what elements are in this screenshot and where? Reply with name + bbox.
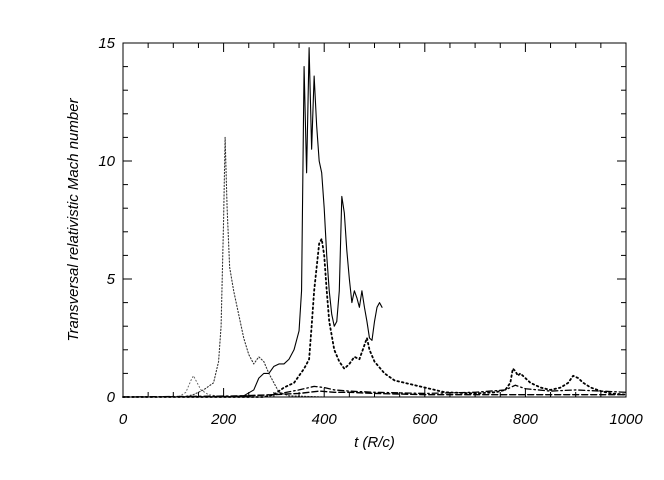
- y-axis-title: Transversal relativistic Mach number: [65, 97, 82, 341]
- x-tick-label: 0: [119, 411, 128, 428]
- x-axis-ticks: 0 200 400 600 800 1000: [119, 43, 643, 428]
- series-line-6: [122, 384, 627, 398]
- x-tick-label: 400: [312, 411, 338, 428]
- series-layer: [122, 47, 627, 398]
- series-line-5: [122, 390, 627, 398]
- series-line-2: [122, 136, 627, 398]
- x-tick-label: 200: [210, 411, 237, 428]
- x-axis-title: t (R/c): [354, 434, 395, 451]
- series-line-3: [122, 237, 627, 398]
- x-tick-label: 1000: [609, 411, 643, 428]
- y-tick-label: 5: [107, 271, 116, 288]
- series-line-1: [122, 47, 383, 398]
- y-tick-label: 15: [98, 35, 115, 52]
- y-tick-label: 10: [98, 153, 115, 170]
- x-tick-label: 600: [412, 411, 438, 428]
- plot-frame: [122, 42, 627, 398]
- series-line-4: [122, 375, 627, 398]
- x-tick-label: 800: [513, 411, 539, 428]
- y-axis-ticks: 0 5 10 15: [98, 35, 626, 406]
- y-tick-label: 0: [107, 389, 116, 406]
